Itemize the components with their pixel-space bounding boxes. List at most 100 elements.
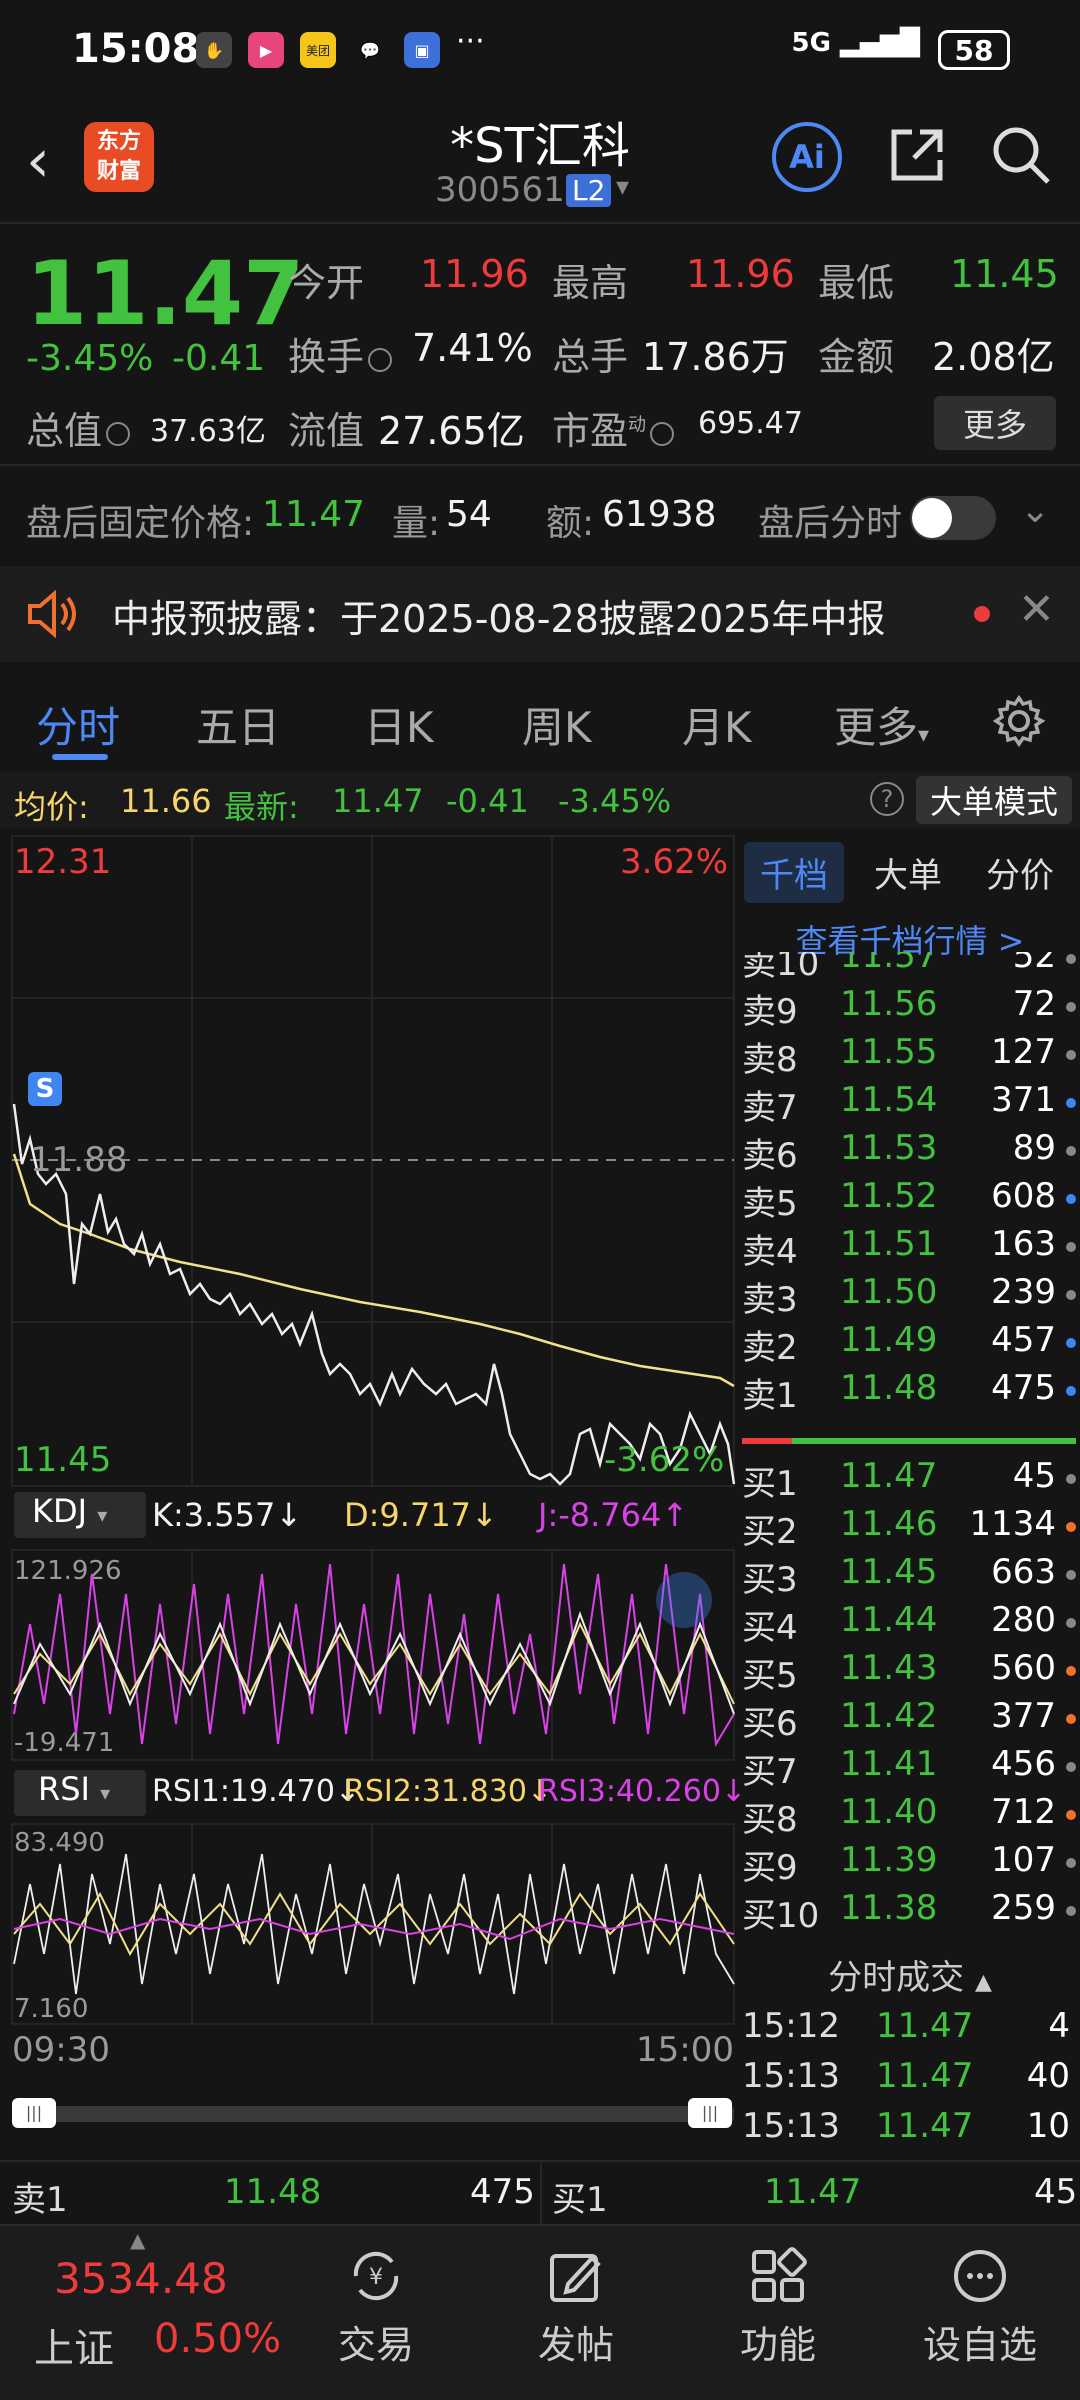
bid-volume: 712 (991, 1792, 1056, 1832)
afterhours-amt: 61938 (602, 494, 717, 535)
trade-volume: 10 (1026, 2106, 1070, 2146)
latest-value: 11.47 (332, 782, 424, 820)
trades-list: 15:12 11.47 4 15:13 11.47 40 15:13 11.47 10 (740, 2006, 1080, 2156)
range-slider-track[interactable] (12, 2106, 734, 2122)
more-button[interactable]: 更多 (934, 396, 1056, 450)
nav-functions[interactable]: 功能 (698, 2246, 858, 2369)
ask-price: 11.50 (840, 1272, 938, 1312)
sell-marker[interactable]: S (28, 1072, 62, 1106)
order-change-dot (1066, 1242, 1076, 1252)
bid-price: 11.42 (840, 1696, 938, 1736)
bid-row[interactable]: 买6 11.42 377 (740, 1696, 1076, 1744)
index-value[interactable]: 3534.48 (54, 2254, 228, 2303)
latest-label: 最新: (224, 788, 299, 826)
order-change-dot (1066, 1570, 1076, 1580)
tab-price-distribution[interactable]: 分价 (986, 856, 1054, 896)
nav-post[interactable]: 发帖 (496, 2246, 656, 2369)
level2-badge[interactable]: L2 (566, 174, 612, 207)
trade-row: 15:12 11.47 4 (740, 2006, 1076, 2054)
ask-row[interactable]: 卖3 11.50 239 (740, 1272, 1076, 1320)
bid-row[interactable]: 买10 11.38 259 (740, 1888, 1076, 1936)
bid-row[interactable]: 买2 11.46 1134 (740, 1504, 1076, 1552)
back-icon[interactable]: ‹ (26, 126, 50, 196)
trades-title[interactable]: 分时成交 ▲ (828, 1958, 992, 1998)
bid-price: 11.43 (840, 1648, 938, 1688)
tab-big-order[interactable]: 大单 (874, 856, 942, 896)
ask-row[interactable]: 卖7 11.54 371 (740, 1080, 1076, 1128)
intraday-chart-area[interactable]: 12.31 3.62% 11.45 -3.62% 11.88 S KDJ ▾ K… (0, 834, 746, 2154)
ask-price: 11.52 (840, 1176, 938, 1216)
chevron-down-icon[interactable]: ▾ (616, 172, 630, 202)
bid-level-label: 买1 (742, 1464, 798, 1504)
kdj-selector[interactable]: KDJ ▾ (14, 1492, 146, 1538)
share-icon[interactable] (886, 124, 948, 186)
tab-daily-k[interactable]: 日K (364, 703, 434, 752)
nav-trade[interactable]: ¥ 交易 (296, 2246, 456, 2369)
chevron-down-icon[interactable]: ⌄ (1020, 490, 1051, 531)
help-icon[interactable]: ? (870, 782, 904, 816)
ask-row[interactable]: 卖1 11.48 475 (740, 1368, 1076, 1412)
trade-row: 15:13 11.47 40 (740, 2056, 1076, 2104)
rsi-selector[interactable]: RSI ▾ (14, 1770, 146, 1816)
ai-assistant-icon[interactable]: Ai (772, 122, 842, 192)
bid-volume: 377 (991, 1696, 1056, 1736)
nav-add-watchlist[interactable]: 设自选 (900, 2246, 1060, 2369)
afterhours-toggle[interactable] (910, 496, 996, 540)
tab-more[interactable]: 更多▾ (834, 703, 930, 752)
bid-row[interactable]: 买4 11.44 280 (740, 1600, 1076, 1648)
bid-row[interactable]: 买9 11.39 107 (740, 1840, 1076, 1888)
tab-weekly-k[interactable]: 周K (522, 703, 592, 752)
index-name[interactable]: 上证 (34, 2326, 114, 2372)
ask-row[interactable]: 卖4 11.51 163 (740, 1224, 1076, 1272)
ask-level-label: 卖9 (742, 992, 798, 1032)
trade-price: 11.47 (876, 2056, 974, 2096)
range-handle-left[interactable]: ||| (12, 2098, 56, 2128)
stock-title: *ST汇科 (450, 118, 630, 174)
ask-row[interactable]: 卖2 11.49 457 (740, 1320, 1076, 1368)
index-change-pct[interactable]: 0.50% (154, 2316, 282, 2362)
bid-row[interactable]: 买1 11.47 45 (740, 1456, 1076, 1504)
high-label: 最高 (552, 261, 629, 305)
close-icon[interactable]: ✕ (1018, 584, 1055, 635)
view-depth-link[interactable]: 查看千档行情 > (795, 922, 1025, 960)
ask-volume: 457 (991, 1320, 1056, 1360)
search-icon[interactable] (990, 124, 1052, 186)
bid-price: 11.44 (840, 1600, 938, 1640)
volume-label: 总手 (552, 335, 629, 379)
bottom-nav: ▲ 3534.48 上证 0.50% ¥ 交易 发帖 功能 设自选 (0, 2224, 1080, 2400)
tab-intraday[interactable]: 分时 (36, 703, 121, 752)
rsi-min: 7.160 (14, 1994, 89, 2024)
range-handle-right[interactable]: ||| (688, 2098, 732, 2128)
tab-5day[interactable]: 五日 (196, 703, 281, 752)
gear-icon[interactable] (992, 694, 1046, 748)
best-ask-price: 11.48 (224, 2172, 322, 2212)
rsi-max: 83.490 (14, 1828, 105, 1858)
bid-row[interactable]: 买5 11.43 560 (740, 1648, 1076, 1696)
ask-row[interactable]: 卖5 11.52 608 (740, 1176, 1076, 1224)
ask-row[interactable]: 卖10 11.57 52 (740, 952, 1076, 984)
ask-row[interactable]: 卖9 11.56 72 (740, 984, 1076, 1032)
bid-price: 11.38 (840, 1888, 938, 1928)
bid-row[interactable]: 买8 11.40 712 (740, 1792, 1076, 1840)
tab-level-1000[interactable]: 千档 (744, 842, 844, 903)
big-order-mode-button[interactable]: 大单模式 (916, 776, 1072, 824)
bid-level-label: 买7 (742, 1752, 798, 1792)
bid-row[interactable]: 买7 11.41 456 (740, 1744, 1076, 1792)
message-icon: 💬 (360, 40, 380, 60)
bid-volume: 259 (991, 1888, 1056, 1928)
ask-level-label: 卖8 (742, 1040, 798, 1080)
trade-price: 11.47 (876, 2006, 974, 2046)
volume-value: 17.86万 (642, 335, 789, 379)
ask-volume: 608 (991, 1176, 1056, 1216)
order-change-dot (1066, 1522, 1076, 1532)
ask-price: 11.54 (840, 1080, 938, 1120)
eastmoney-logo: 东方 财富 (84, 122, 154, 192)
bid-row[interactable]: 买3 11.45 663 (740, 1552, 1076, 1600)
best-ask-label: 卖1 (12, 2180, 68, 2220)
chevron-up-icon[interactable]: ▲ (130, 2228, 146, 2252)
ask-row[interactable]: 卖8 11.55 127 (740, 1032, 1076, 1080)
tab-monthly-k[interactable]: 月K (682, 703, 752, 752)
notice-banner[interactable]: 中报预披露：于2025-08-28披露2025年中报 ✕ (0, 566, 1080, 662)
ask-row[interactable]: 卖6 11.53 89 (740, 1128, 1076, 1176)
ask-volume: 127 (991, 1032, 1056, 1072)
